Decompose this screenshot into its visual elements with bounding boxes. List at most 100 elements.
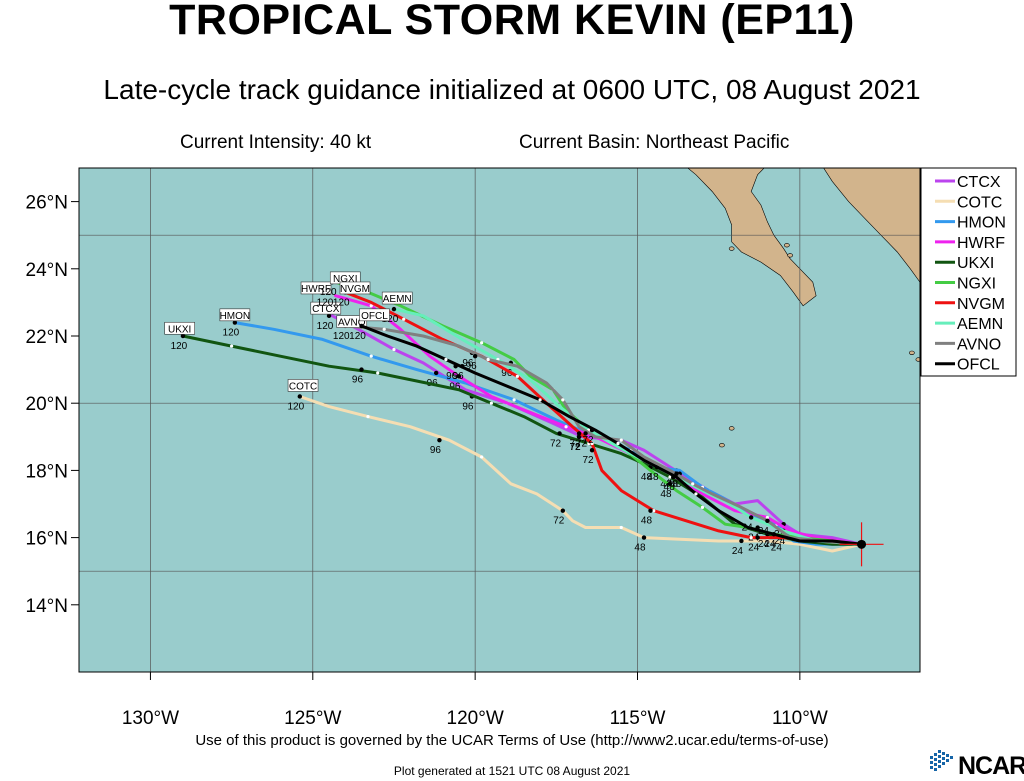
tau-marker [359,323,364,329]
tau-label: 120 [287,401,304,412]
tau-label: 120 [382,314,399,325]
track-point [382,327,386,331]
track-point [590,441,594,446]
track-label-text: NGXI [333,274,357,285]
legend-label: NVGM [957,296,1005,313]
track-point [480,341,484,345]
track-point [619,525,623,530]
track-point [538,398,542,402]
track-point [700,505,705,509]
legend-item-nvgm[interactable]: NVGM [935,296,1005,313]
lon-label: 125°W [284,708,341,729]
track-label-box [381,291,413,305]
tau-label: 120 [320,287,337,298]
track-label-text: AEMN [383,294,412,305]
lat-label: 16°N [26,529,68,550]
tau-marker [326,313,332,319]
track-aemn[interactable]: 24 48 72 96 120 AEMN [381,291,864,546]
track-point [515,374,519,378]
island [719,443,725,448]
tau-label: 72 [553,516,565,527]
track-label-box [164,321,195,335]
track-nvgm[interactable]: 24 48 72 96 120 NVGM [333,281,864,554]
tau-marker [641,535,647,540]
track-label-text: AVNO [338,318,366,329]
island [909,350,915,355]
track-label-hmon: HMON [219,308,251,322]
tau-marker [739,538,744,544]
legend-item-ngxi[interactable]: NGXI [935,276,996,293]
lon-label: 110°W [772,708,828,729]
track-point [486,357,490,362]
island [728,246,735,251]
track-label-text: HMON [220,311,251,322]
tau-label: 48 [641,472,653,483]
lon-label: 120°W [447,708,504,729]
legend-item-ukxi[interactable]: UKXI [935,255,994,272]
tau-marker [437,437,442,443]
tau-label: 120 [333,331,350,342]
tau-label: 48 [647,472,659,483]
track-label-box [339,281,371,295]
legend-item-hwrf[interactable]: HWRF [935,235,1005,252]
track-point [402,317,406,321]
track-label-aemn: AEMN [381,291,413,305]
tau-label: 48 [667,479,679,490]
tau-marker [472,353,478,359]
track-line[interactable] [298,395,864,553]
legend-label: HWRF [957,235,1005,252]
track-label-ofcl: OFCL [359,308,390,322]
page-title: TROPICAL STORM KEVIN (EP11) [169,0,855,44]
tau-marker [755,535,760,540]
track-label-cotc: COTC [287,379,319,392]
mexico-mainland-land [823,168,920,283]
tau-marker [557,431,562,436]
tau-label: 96 [501,368,513,379]
track-point [480,455,484,459]
legend-item-ofcl[interactable]: OFCL [935,357,1000,374]
track-map[interactable]: 24487296120CTCX24487296120COTC244896120H… [0,0,1024,730]
tau-label: 48 [634,543,646,554]
island [728,426,735,431]
tau-marker [359,367,364,372]
tau-marker [771,532,777,537]
tau-marker [391,306,397,312]
tau-marker [433,370,439,376]
current-intensity: Current Intensity: 40 kt [180,132,372,153]
tau-marker [765,518,770,523]
tau-marker [180,333,186,339]
track-label-hwrf: HWRF [300,281,332,295]
track-label-text: NVGM [340,284,370,295]
track-point [564,425,568,429]
tau-marker [589,427,595,433]
track-label-box [219,308,251,322]
legend-item-aemn[interactable]: AEMN [935,316,1003,333]
lon-label: 115°W [610,708,666,729]
legend-label: AVNO [957,336,1001,353]
legend-label: NGXI [957,276,996,293]
tau-label: 48 [641,516,653,527]
lat-label: 24°N [26,260,68,281]
plot-generated: Plot generated at 1521 UTC 08 August 202… [393,764,631,778]
legend-item-hmon[interactable]: HMON [935,215,1006,232]
track-point [369,354,373,358]
track-line[interactable] [330,314,864,546]
track-point [765,539,769,543]
tau-label: 48 [664,482,676,493]
legend-item-ctcx[interactable]: CTCX [935,174,1001,191]
track-point [444,357,448,362]
tau-marker [232,320,238,325]
legend-label: CTCX [957,174,1001,191]
track-cotc[interactable]: 24 48 72 96 120 COTC [287,379,864,557]
track-label-text: CTCX [312,304,340,315]
legend-label: AEMN [957,316,1003,333]
track-label-box [359,308,390,322]
legend-item-cotc[interactable]: COTC [935,194,1002,211]
tau-label: 120 [317,321,334,332]
legend-label: HMON [957,215,1006,232]
storm-center [857,539,867,549]
track-point [366,415,370,419]
legend-item-avno[interactable]: AVNO [935,336,1001,353]
tau-label: 96 [430,445,442,456]
